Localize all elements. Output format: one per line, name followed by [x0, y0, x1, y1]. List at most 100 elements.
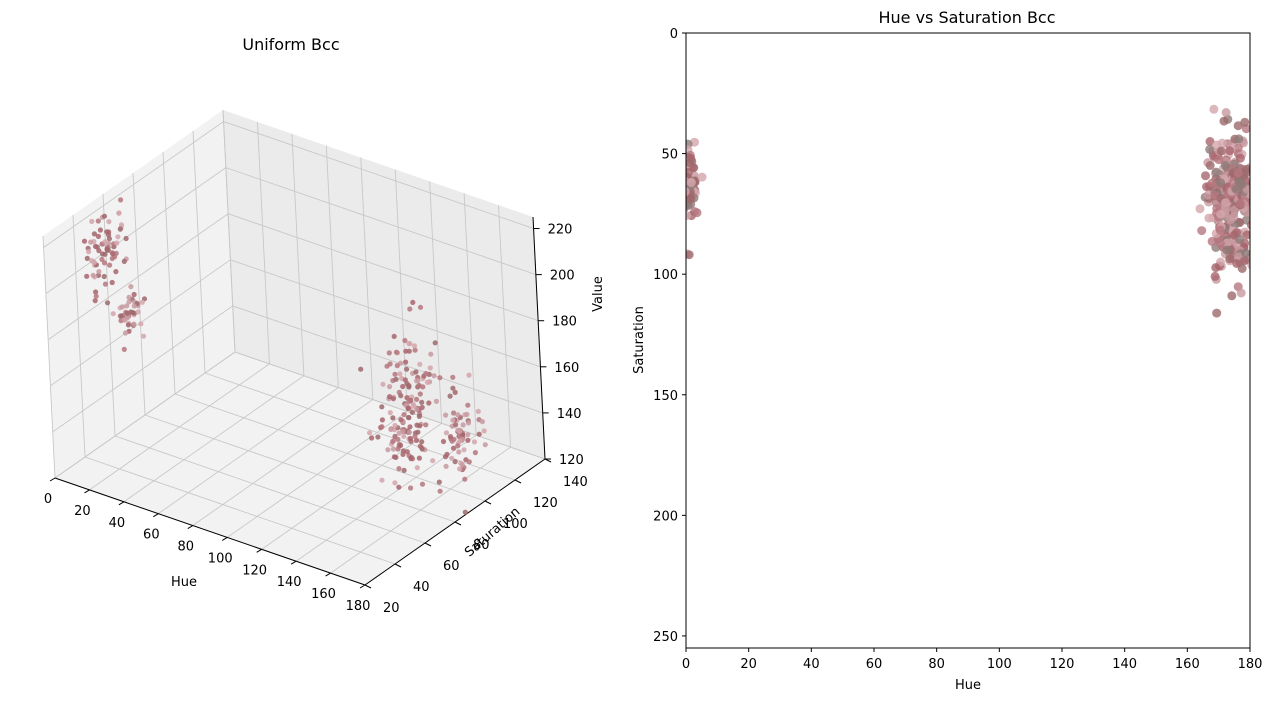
data-point: [106, 229, 112, 235]
data-point: [126, 299, 132, 305]
data-point: [412, 433, 418, 439]
data-point: [437, 375, 443, 381]
data-point: [390, 396, 396, 402]
z-tick-label: 140: [557, 407, 582, 422]
data-point: [1233, 121, 1243, 131]
data-point: [379, 424, 385, 430]
data-point: [390, 415, 396, 421]
data-point: [84, 273, 90, 279]
x-tick-mark: [221, 537, 228, 541]
data-point: [449, 455, 455, 461]
data-point: [125, 322, 131, 328]
chart-3d-axes: 0 20 40 60 80 100 120 140 160 180 20 40 60 80 100 120 14…: [44, 216, 588, 616]
x-tick-mark: [256, 548, 262, 553]
data-point: [390, 438, 396, 445]
data-point: [113, 269, 119, 275]
y-tick-label: 100: [503, 517, 528, 532]
data-point: [464, 411, 470, 417]
x-tick-label: 100: [208, 551, 233, 566]
data-point: [117, 226, 123, 232]
data-point: [1222, 245, 1232, 255]
data-point: [456, 449, 462, 455]
y-tick-label: 140: [563, 475, 588, 490]
chart-3d-xlabel: Hue: [171, 575, 197, 590]
data-point: [1221, 198, 1231, 208]
y-tick-mark: [454, 521, 462, 526]
data-point: [455, 412, 461, 418]
data-point: [124, 310, 130, 316]
data-point: [1227, 291, 1237, 301]
data-point: [1242, 230, 1250, 240]
x-tick-label: 80: [178, 540, 195, 555]
data-point: [86, 249, 92, 255]
grid-line: [132, 172, 146, 416]
data-point: [416, 455, 422, 461]
data-point: [1225, 254, 1235, 264]
data-point: [1204, 213, 1214, 223]
data-point: [119, 304, 125, 310]
data-point: [437, 488, 443, 494]
data-point: [114, 240, 120, 246]
grid-line: [230, 259, 541, 368]
data-point: [442, 454, 449, 460]
chart-2d-ylabel: Saturation: [632, 306, 647, 374]
data-point: [392, 480, 398, 486]
data-point: [428, 351, 434, 357]
chart-3d-title: Uniform Bcc: [242, 35, 339, 54]
data-point: [414, 422, 420, 428]
data-point: [84, 255, 90, 261]
data-point: [406, 429, 412, 435]
data-point: [461, 447, 467, 453]
data-point: [424, 379, 431, 385]
y-tick-label: 100: [653, 268, 678, 283]
data-point: [430, 458, 436, 464]
y-tick-mark: [424, 542, 432, 547]
y-tick-label: 60: [443, 559, 460, 574]
data-point: [1207, 178, 1217, 188]
data-point: [124, 303, 130, 309]
grid-line: [45, 167, 227, 294]
x-tick-mark: [187, 525, 194, 529]
data-point: [407, 424, 413, 430]
x-tick-label: 120: [242, 563, 267, 578]
data-point: [95, 272, 102, 278]
data-point: [396, 484, 402, 490]
data-point: [1216, 209, 1226, 219]
chart-2d-xlabel: Hue: [955, 678, 981, 693]
grid-line: [52, 305, 233, 433]
grid-line: [256, 121, 270, 364]
data-point: [408, 485, 414, 491]
y-tick-mark: [484, 500, 492, 505]
data-point: [450, 417, 456, 423]
data-point: [121, 346, 127, 352]
data-point: [101, 273, 107, 280]
y-tick-label: 50: [661, 148, 678, 163]
data-point: [401, 412, 407, 418]
grid-line: [102, 193, 116, 437]
data-point: [88, 239, 94, 245]
data-point: [1212, 308, 1222, 318]
data-point: [1197, 226, 1207, 236]
data-point: [443, 412, 449, 418]
data-point: [1215, 225, 1225, 235]
data-point: [96, 269, 102, 275]
data-point: [479, 419, 485, 425]
data-point: [91, 231, 97, 237]
data-point: [1234, 177, 1244, 187]
y-tick-label: 20: [383, 601, 400, 616]
data-point: [102, 251, 108, 257]
data-point: [686, 158, 695, 168]
data-point: [410, 299, 416, 305]
data-point: [93, 289, 99, 295]
data-point: [388, 426, 394, 433]
x-tick-label: 120: [1050, 657, 1075, 672]
data-point: [387, 394, 393, 400]
data-point: [452, 459, 458, 465]
data-point: [404, 366, 410, 372]
data-point: [1235, 198, 1245, 208]
data-point: [450, 385, 456, 391]
data-point: [124, 314, 130, 320]
data-point: [128, 284, 134, 290]
data-point: [1205, 144, 1215, 154]
